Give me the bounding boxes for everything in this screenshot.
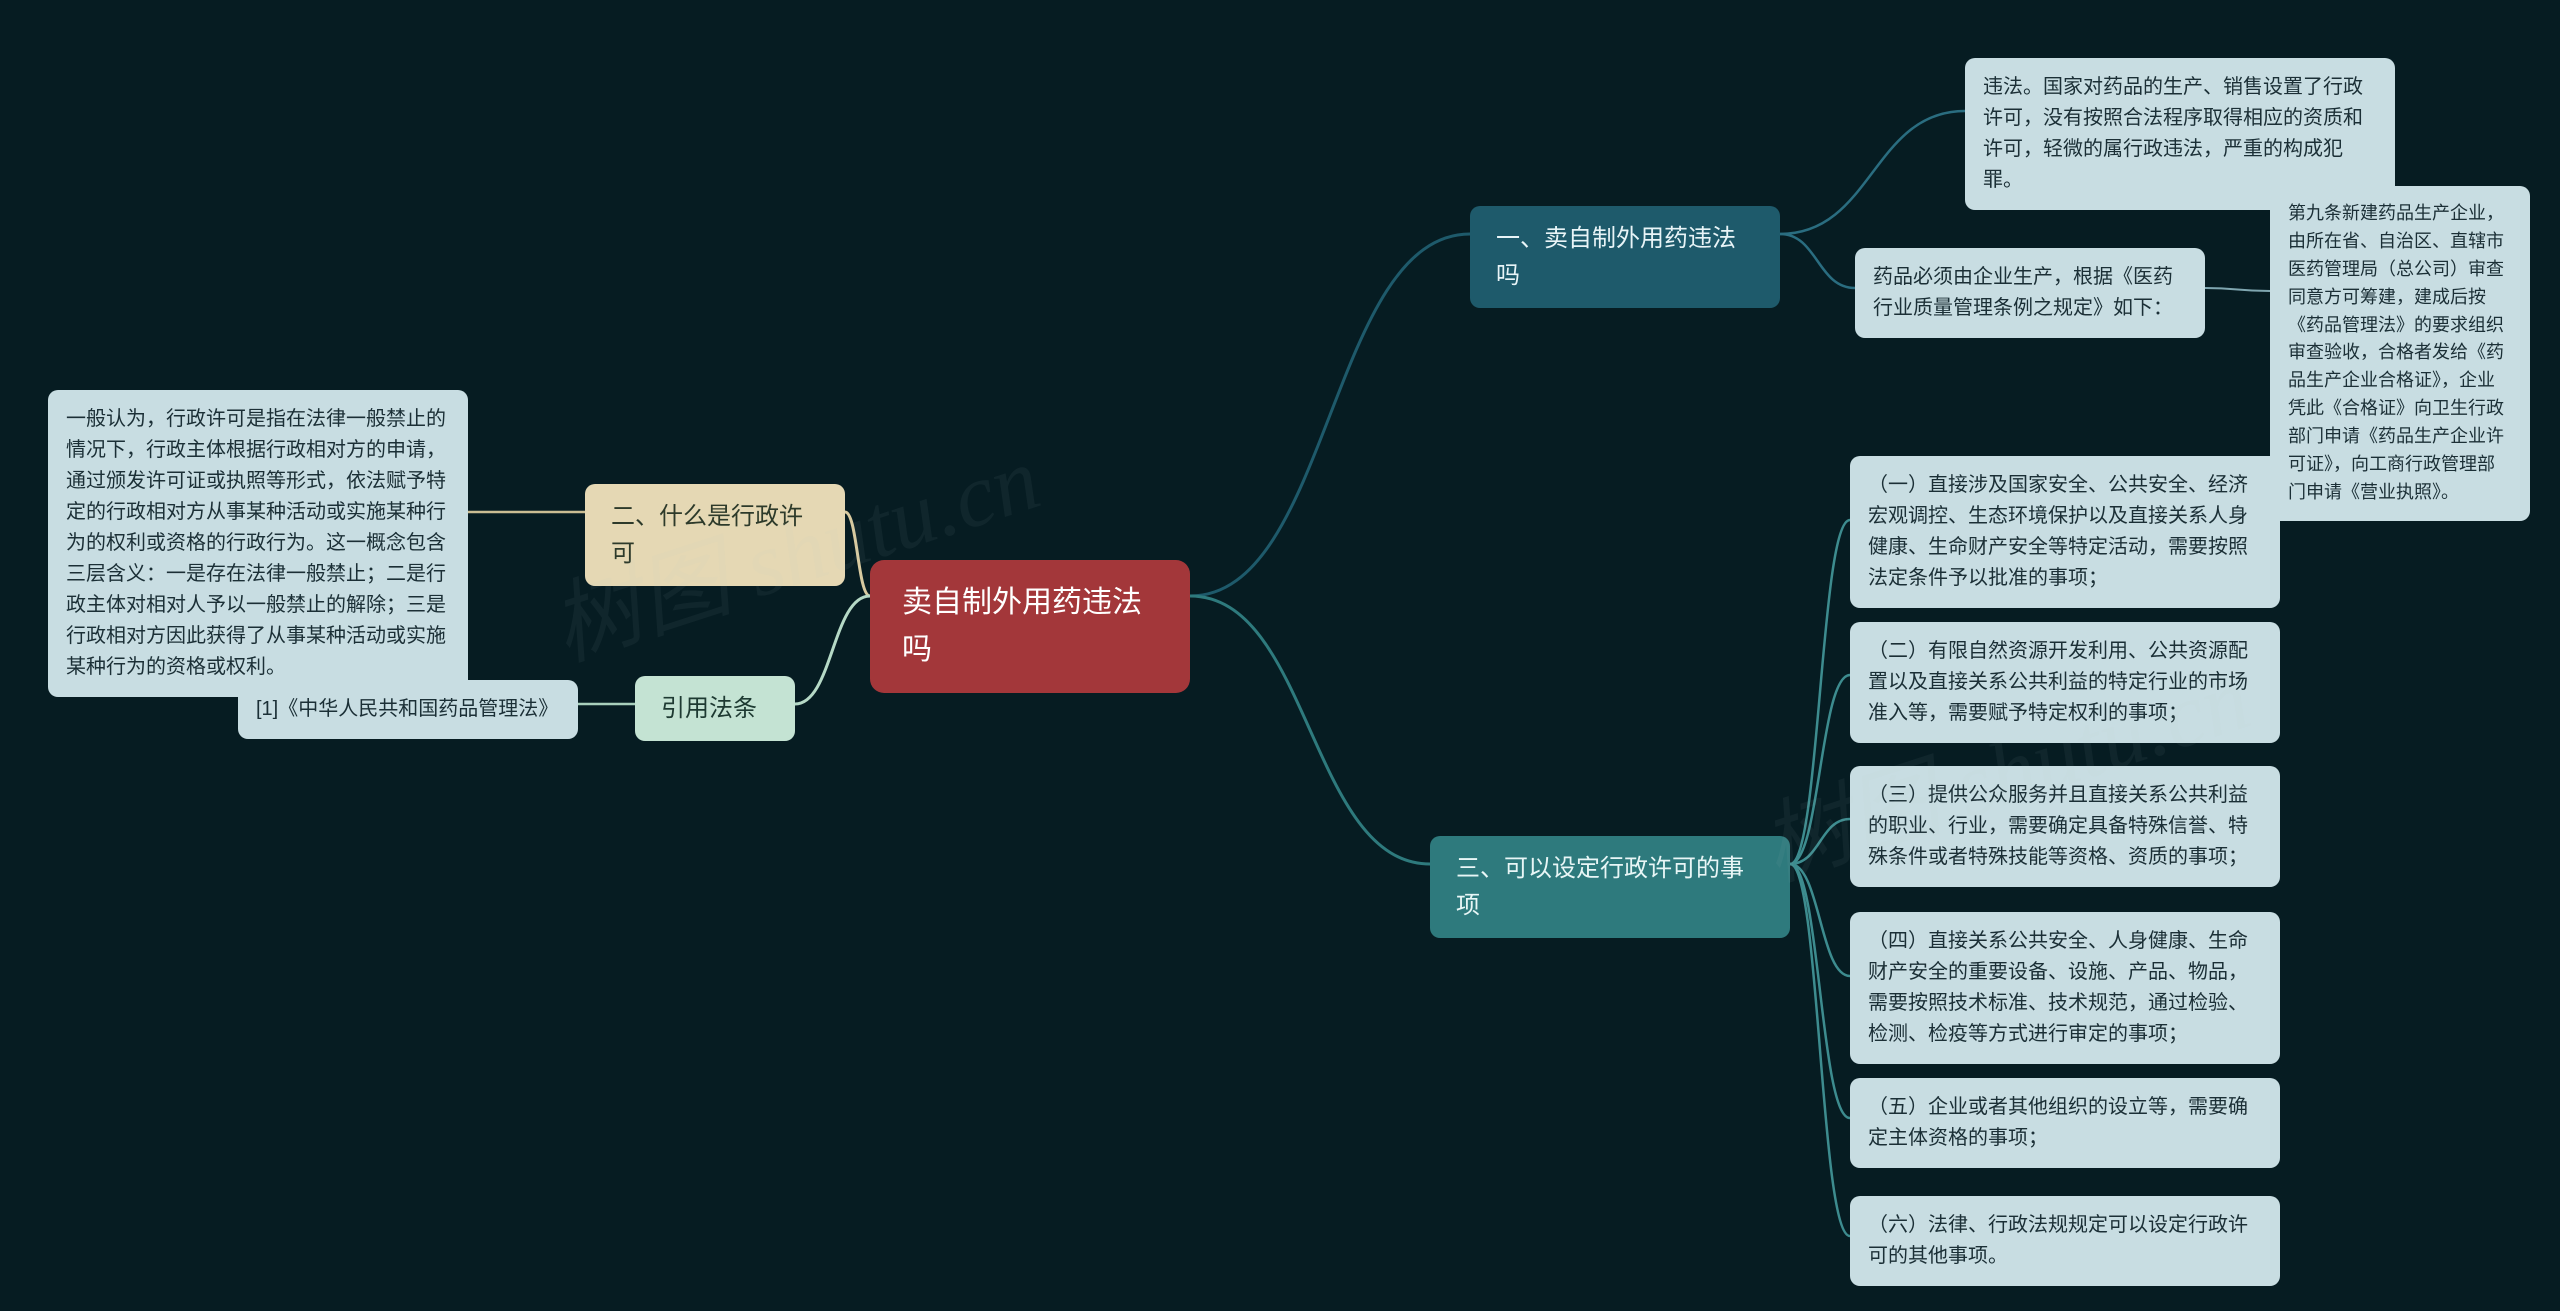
leaf-b3c1: （一）直接涉及国家安全、公共安全、经济宏观调控、生态环境保护以及直接关系人身健康… [1850,456,2280,608]
leaf-b3c5: （五）企业或者其他组织的设立等，需要确定主体资格的事项； [1850,1078,2280,1168]
branch-b1: 一、卖自制外用药违法吗 [1470,206,1780,308]
leaf-b3c6: （六）法律、行政法规规定可以设定行政许可的其他事项。 [1850,1196,2280,1286]
leaf-b4c1: [1]《中华人民共和国药品管理法》 [238,680,578,739]
root-node: 卖自制外用药违法吗 [870,560,1190,693]
leaf-b2c1: 一般认为，行政许可是指在法律一般禁止的情况下，行政主体根据行政相对方的申请，通过… [48,390,468,697]
leaf-b3c3: （三）提供公众服务并且直接关系公共利益的职业、行业，需要确定具备特殊信誉、特殊条… [1850,766,2280,887]
leaf-b1c2: 药品必须由企业生产，根据《医药行业质量管理条例之规定》如下： [1855,248,2205,338]
leaf-b3c2: （二）有限自然资源开发利用、公共资源配置以及直接关系公共利益的特定行业的市场准入… [1850,622,2280,743]
leaf-b3c4: （四）直接关系公共安全、人身健康、生命财产安全的重要设备、设施、产品、物品，需要… [1850,912,2280,1064]
leaf-b1c2a: 第九条新建药品生产企业，由所在省、自治区、直辖市医药管理局（总公司）审查同意方可… [2270,186,2530,521]
branch-b2: 二、什么是行政许可 [585,484,845,586]
branch-b3: 三、可以设定行政许可的事项 [1430,836,1790,938]
branch-b4: 引用法条 [635,676,795,741]
